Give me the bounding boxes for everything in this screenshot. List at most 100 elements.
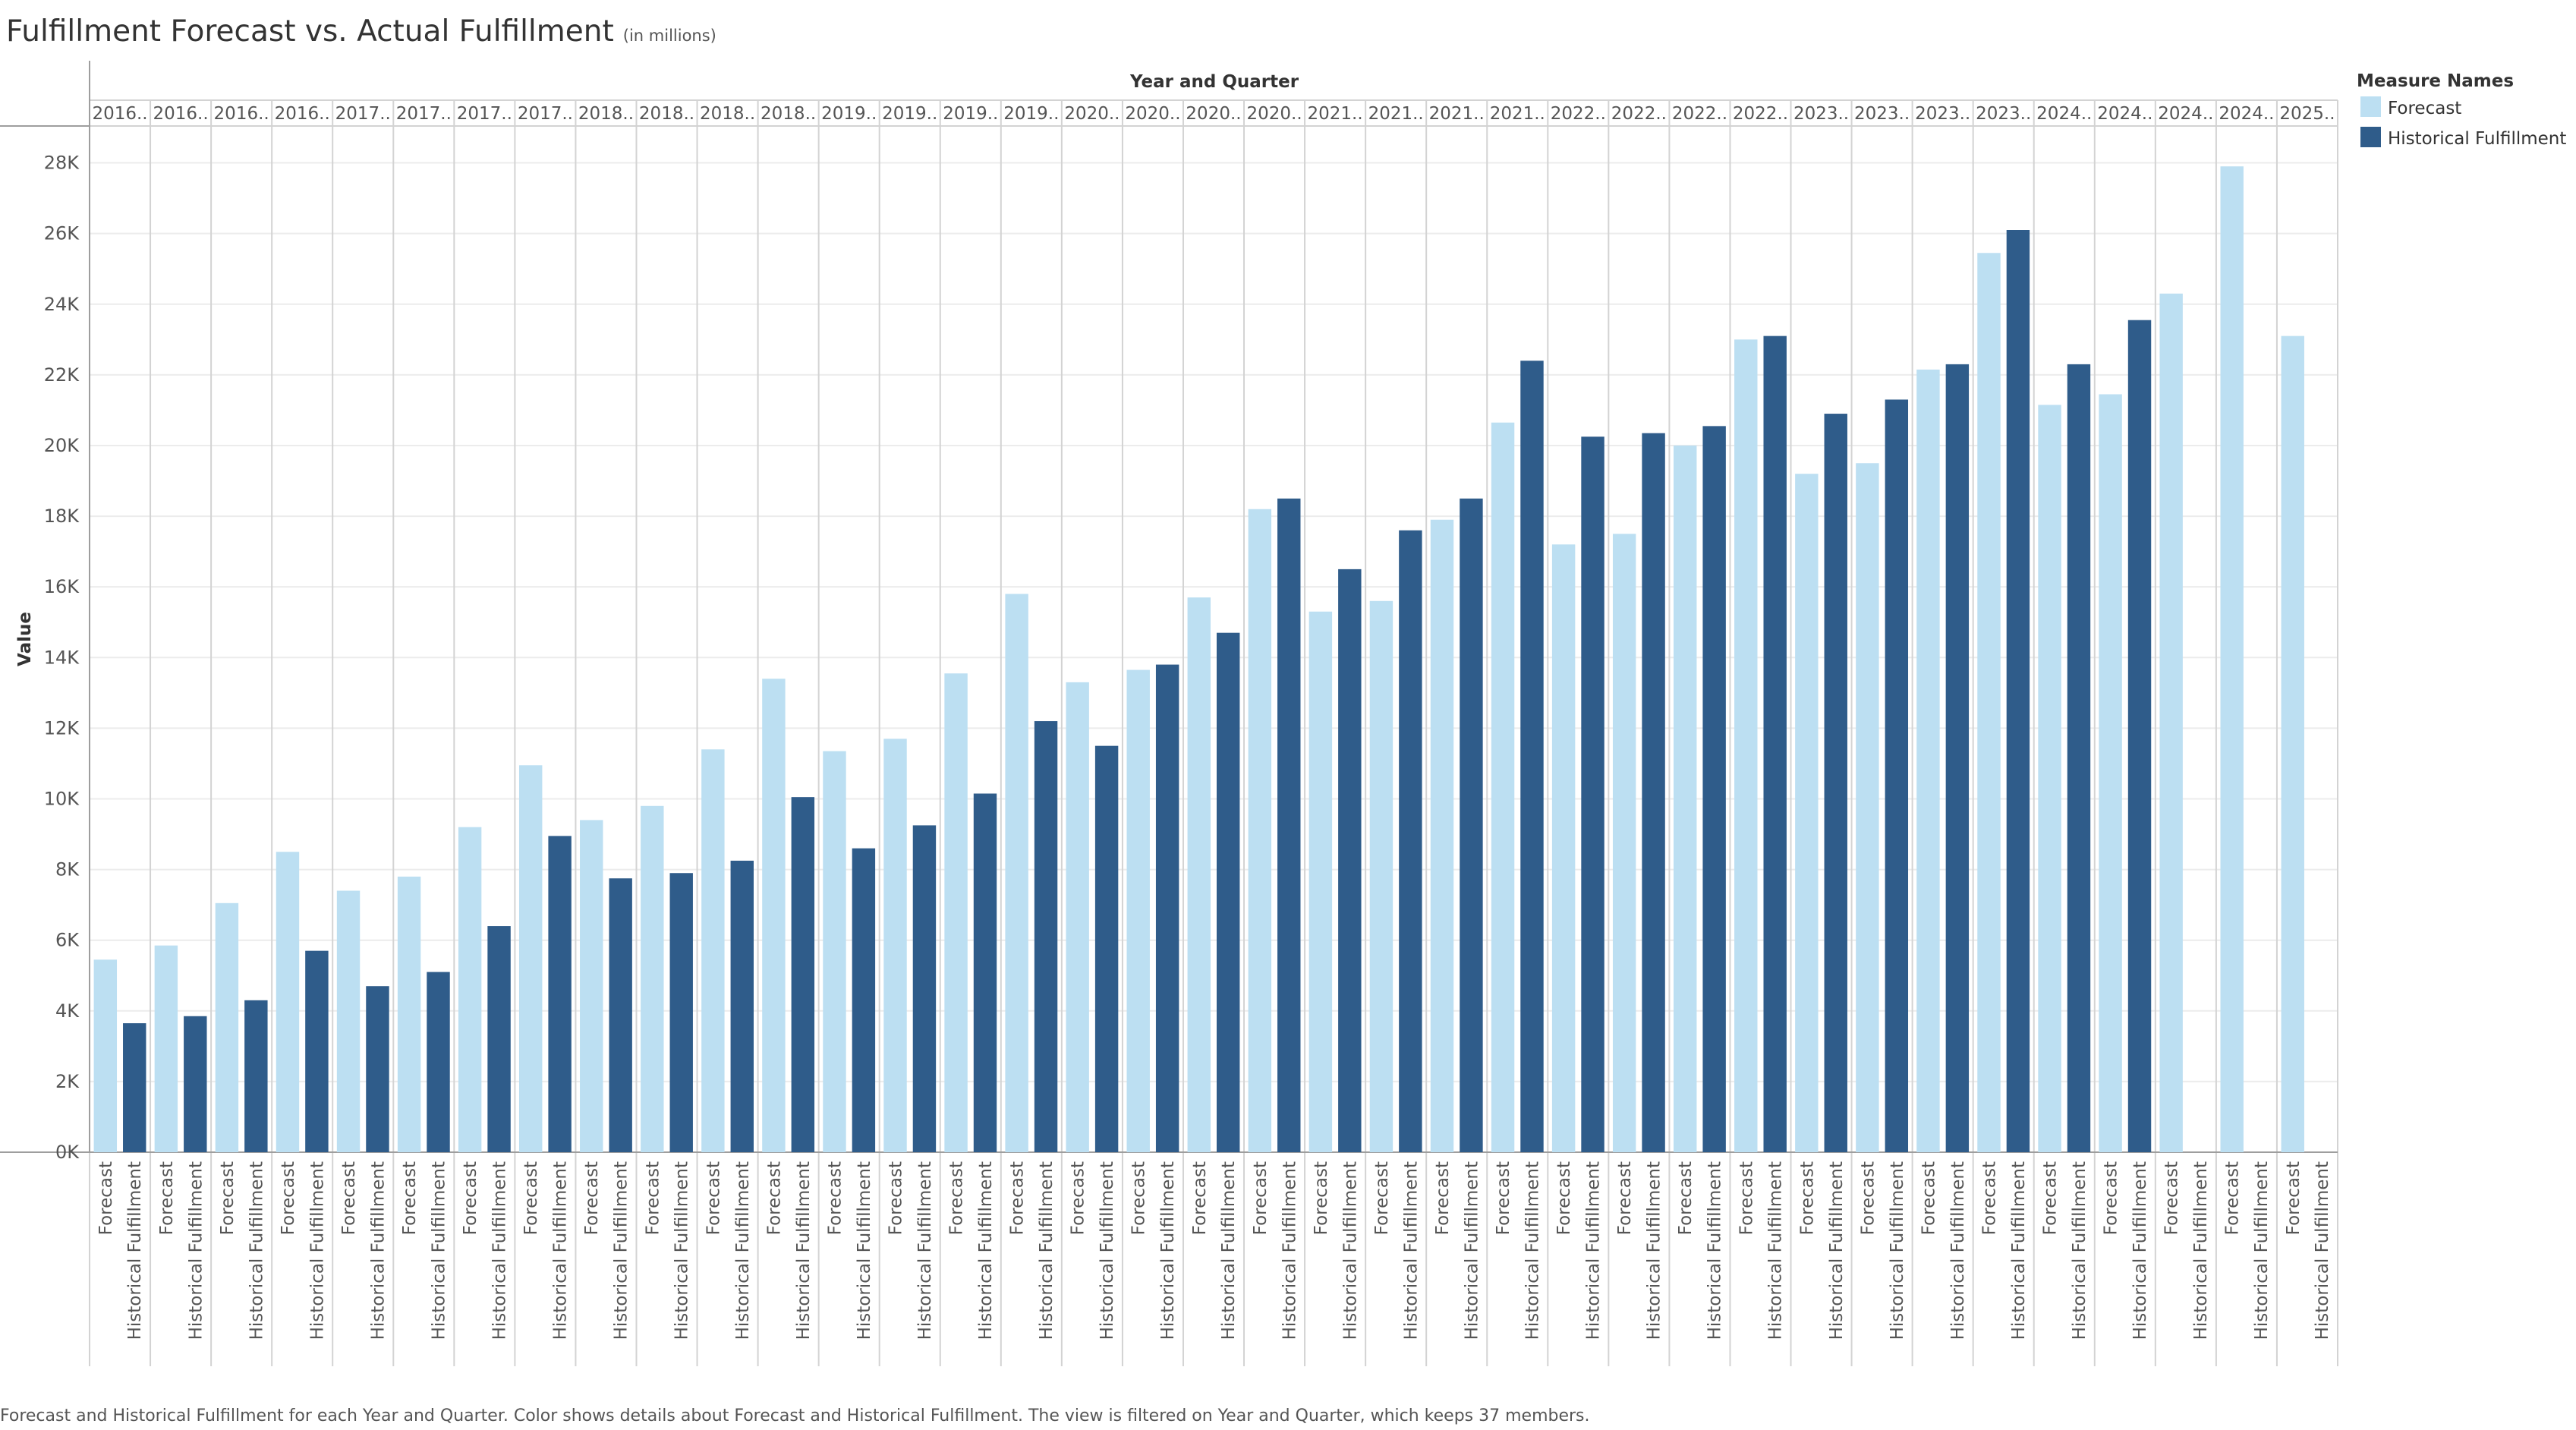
column-header-label: 2019.. <box>943 104 998 124</box>
column-header-label: 2020.. <box>1186 104 1241 124</box>
bar-forecast <box>1916 369 1940 1153</box>
y-tick-label: 14K <box>44 647 80 668</box>
measure-label: Forecast <box>582 1161 602 1235</box>
bar-forecast <box>1248 509 1272 1152</box>
measure-label: Forecast <box>764 1161 784 1235</box>
measure-label: Forecast <box>643 1161 663 1235</box>
measure-label: Historical Fulfillment <box>2070 1161 2089 1340</box>
column-header-label: 2020.. <box>1125 104 1180 124</box>
bar-forecast <box>154 945 178 1152</box>
measure-label: Historical Fulfillment <box>915 1161 935 1340</box>
column-header-label: 2017.. <box>335 104 391 124</box>
y-tick-label: 20K <box>44 435 80 456</box>
y-axis-title: Value <box>15 612 35 666</box>
y-axis: 0K 2K 4K 6K 8K 10K 12K 14K 16K 18K 20K 22K 24K 26K 28K <box>44 153 80 1163</box>
bar-historical-fulfillment <box>2127 320 2152 1152</box>
measure-label: Forecast <box>521 1161 541 1235</box>
legend-label-historical: Historical Fulfillment <box>2388 129 2566 149</box>
column-header-label: 2023.. <box>1854 104 1910 124</box>
legend-title: Measure Names <box>2357 71 2514 91</box>
y-tick-label: 2K <box>55 1071 80 1092</box>
measure-label: Forecast <box>157 1161 177 1235</box>
measure-label: Historical Fulfillment <box>1523 1161 1542 1340</box>
bar-forecast <box>2038 405 2061 1152</box>
measure-label: Historical Fulfillment <box>1766 1161 1786 1340</box>
bar-forecast <box>762 679 786 1152</box>
gridlines <box>90 162 2338 1082</box>
bar-historical-fulfillment <box>244 1000 268 1152</box>
measure-label: Forecast <box>1008 1161 1028 1235</box>
measure-label: Historical Fulfillment <box>368 1161 388 1340</box>
column-header-label: 2023.. <box>1976 104 2031 124</box>
column-header-label: 2017.. <box>518 104 573 124</box>
bar-forecast <box>336 890 361 1152</box>
column-header-label: 2019.. <box>821 104 877 124</box>
y-tick-label: 26K <box>44 223 80 244</box>
chart-title-main: Fulfillment Forecast vs. Actual Fulfillm… <box>6 14 614 49</box>
column-header-label: 2021.. <box>1490 104 1545 124</box>
measure-label: Historical Fulfillment <box>1340 1161 1360 1340</box>
chart-title: Fulfillment Forecast vs. Actual Fulfillm… <box>6 14 716 49</box>
bar-historical-fulfillment <box>1338 569 1362 1152</box>
measure-label: Historical Fulfillment <box>855 1161 874 1340</box>
column-header-label: 2024.. <box>2158 104 2213 124</box>
y-tick-label: 6K <box>55 930 80 951</box>
legend-swatch-historical <box>2360 127 2381 147</box>
measure-label: Forecast <box>279 1161 298 1235</box>
column-header-label: 2016.. <box>153 104 209 124</box>
measure-label: Forecast <box>886 1161 906 1235</box>
legend-swatch-forecast <box>2360 96 2381 117</box>
column-header-label: 2022.. <box>1551 104 1606 124</box>
bar-forecast <box>1187 597 1211 1152</box>
column-header-label: 2025.. <box>2279 104 2335 124</box>
bar-forecast <box>397 876 421 1152</box>
measure-label: Historical Fulfillment <box>794 1161 814 1340</box>
column-header-title: Year and Quarter <box>1129 72 1299 92</box>
bar-historical-fulfillment <box>1277 498 1301 1152</box>
measure-label: Forecast <box>1251 1161 1271 1235</box>
bar-historical-fulfillment <box>1217 632 1240 1152</box>
measure-label: Forecast <box>1919 1161 1938 1235</box>
column-header-label: 2017.. <box>396 104 452 124</box>
y-tick-label: 24K <box>44 294 80 315</box>
measure-label: Forecast <box>1979 1161 1999 1235</box>
bar-historical-fulfillment <box>1945 364 1970 1153</box>
column-header-label: 2016.. <box>275 104 330 124</box>
measure-label: Forecast <box>1190 1161 1210 1235</box>
bars <box>93 166 2304 1153</box>
measure-label: Historical Fulfillment <box>430 1161 449 1340</box>
bar-historical-fulfillment <box>1034 721 1058 1152</box>
bar-forecast <box>1491 422 1515 1152</box>
bar-historical-fulfillment <box>1885 399 1909 1152</box>
measure-label: Forecast <box>1433 1161 1453 1235</box>
measure-label: Historical Fulfillment <box>125 1161 145 1340</box>
column-header-label: 2024.. <box>2219 104 2274 124</box>
column-header-label: 2020.. <box>1064 104 1120 124</box>
y-tick-label: 28K <box>44 153 80 174</box>
measure-label: Forecast <box>1312 1161 1331 1235</box>
measure-label: Forecast <box>2162 1161 2182 1235</box>
measure-label: Forecast <box>2102 1161 2121 1235</box>
column-header-label: 2022.. <box>1733 104 1788 124</box>
measure-label: Historical Fulfillment <box>1401 1161 1421 1340</box>
column-header-label: 2016.. <box>92 104 147 124</box>
bar-forecast <box>2281 335 2304 1153</box>
column-header-label: 2022.. <box>1672 104 1727 124</box>
column-header-label: 2021.. <box>1429 104 1485 124</box>
measure-label: Forecast <box>1676 1161 1696 1235</box>
bar-historical-fulfillment <box>791 797 815 1152</box>
column-header-label: 2023.. <box>1915 104 1970 124</box>
measure-label: Forecast <box>218 1161 238 1235</box>
bar-historical-fulfillment <box>1581 436 1604 1152</box>
bar-forecast <box>1308 611 1333 1152</box>
measure-label: Historical Fulfillment <box>1097 1161 1117 1340</box>
bar-historical-fulfillment <box>1763 335 1787 1153</box>
column-header-label: 2022.. <box>1611 104 1667 124</box>
y-tick-label: 22K <box>44 364 80 386</box>
measure-label: Historical Fulfillment <box>186 1161 206 1340</box>
bar-forecast <box>276 852 300 1152</box>
column-header-label: 2021.. <box>1368 104 1424 124</box>
bar-forecast <box>823 751 846 1152</box>
measure-label: Historical Fulfillment <box>307 1161 327 1340</box>
